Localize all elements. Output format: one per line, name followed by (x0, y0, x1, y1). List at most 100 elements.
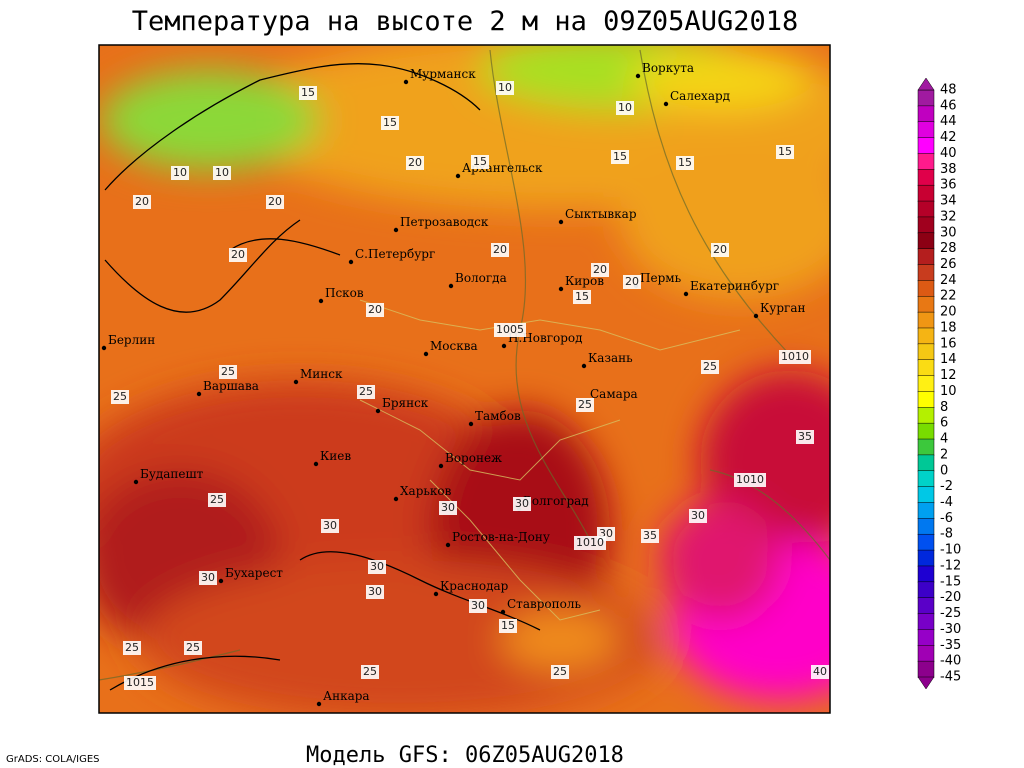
colorbar-label: 26 (940, 257, 957, 272)
city-label: Тамбов (475, 409, 521, 423)
colorbar-segment (917, 137, 935, 155)
city-dot (500, 609, 506, 615)
city-dot (393, 496, 399, 502)
colorbar-segment (917, 422, 935, 440)
city-label: Казань (588, 351, 633, 365)
contour-label-box (366, 585, 384, 599)
contour-label-box (321, 519, 339, 533)
isobar-label: 1010 (736, 473, 764, 486)
contour-label-box (611, 150, 629, 164)
colorbar-label: -45 (940, 670, 961, 685)
city-label: Волгоград (523, 494, 589, 508)
isobar-label: 1015 (126, 676, 154, 689)
colorbar-label: 6 (940, 416, 948, 431)
city-label: Брянск (382, 396, 429, 410)
city-dot (558, 219, 564, 225)
contour-label: 10 (215, 166, 229, 179)
city-dot (433, 591, 439, 597)
city-label: Салехард (670, 89, 730, 103)
contour-label: 30 (691, 509, 705, 522)
colorbar-segment (917, 470, 935, 488)
model-run: Модель GFS: 06Z05AUG2018 (306, 743, 624, 768)
city-dot (581, 363, 587, 369)
contour-label: 30 (471, 599, 485, 612)
contour-label-box (199, 571, 217, 585)
contour-label-box (471, 155, 489, 169)
map-labels: Мурманск ВоркутаСалехардАрхангельскСыктыв… (101, 61, 829, 707)
colorbar-segment (917, 581, 935, 599)
colorbar-top-arrow (917, 77, 935, 91)
colorbar-segment (917, 518, 935, 535)
colorbar-label: 18 (940, 320, 957, 335)
contour-label-box (591, 263, 609, 277)
contour-label: 25 (703, 360, 717, 373)
colorbar-segment (917, 311, 935, 329)
colorbar-segment (917, 375, 935, 393)
colorbar-segment (917, 295, 935, 313)
colorbar-segment (917, 660, 935, 678)
colorbar-segment (917, 89, 935, 107)
colorbar-label: 24 (940, 273, 957, 288)
contour-label-box (219, 365, 237, 379)
colorbar-segment (917, 502, 935, 520)
title: Температура на высоте 2 м на 09Z05AUG201… (132, 6, 798, 37)
contour-label: 15 (778, 145, 792, 158)
isobar-label-box (734, 473, 766, 487)
contour-label-box (551, 665, 569, 679)
contour-label: 10 (173, 166, 187, 179)
contour-label-box (366, 303, 384, 317)
colorbar-segment (917, 486, 935, 504)
contour-label: 30 (441, 501, 455, 514)
temperature-field (99, 45, 830, 713)
colorbar-segment (917, 232, 935, 250)
city-label: Курган (760, 301, 805, 315)
contour-label-box (357, 385, 375, 399)
colorbar-segment (917, 613, 935, 631)
colorbar-segment (917, 184, 935, 202)
city-label: Москва (430, 339, 478, 353)
colorbar-segment (917, 407, 935, 424)
colorbar-label: -20 (940, 590, 961, 605)
contour-label: 30 (323, 519, 337, 532)
contour-label-box (406, 156, 424, 170)
colorbar-label: -25 (940, 606, 961, 621)
colorbar-segment (917, 597, 935, 615)
isobar-label-box (779, 350, 811, 364)
city-label: Будапешт (140, 467, 204, 481)
contour-label: 15 (473, 155, 487, 168)
colorbar-label: 48 (940, 83, 957, 98)
colorbar-segment (917, 153, 935, 171)
colorbar-label: -2 (940, 479, 953, 494)
contour-label: 25 (113, 390, 127, 403)
contour-label-box (496, 81, 514, 95)
contour-label: 30 (368, 585, 382, 598)
contour-label-box (676, 156, 694, 170)
contour-label: 15 (501, 619, 515, 632)
city-label: Петрозаводск (400, 215, 489, 229)
colorbar-label: -12 (940, 558, 961, 573)
contour-label: 15 (383, 116, 397, 129)
colorbar-segment (917, 248, 935, 266)
contour-label-box (701, 360, 719, 374)
contour-label: 25 (186, 641, 200, 654)
credit: GrADS: COLA/IGES (6, 754, 100, 765)
colorbar-segment (917, 216, 935, 234)
contour-label: 20 (135, 195, 149, 208)
city-label: Н.Новгород (508, 331, 583, 345)
colorbar-segment (917, 169, 935, 186)
contour-label-box (576, 398, 594, 412)
colorbar-segment (917, 105, 935, 123)
contour-label: 20 (625, 275, 639, 288)
contour-label: 10 (498, 81, 512, 94)
city-label: Киров (565, 274, 604, 288)
contour-label-box (111, 390, 129, 404)
isobar-label: 1010 (781, 350, 809, 363)
contour-label-box (469, 599, 487, 613)
city-dot (501, 343, 507, 349)
colorbar-segment (917, 549, 935, 567)
colorbar-segment (917, 359, 935, 377)
city-dot (423, 351, 429, 357)
contour-label-box (381, 116, 399, 130)
city-dot (218, 578, 224, 584)
city-dot (318, 298, 324, 304)
